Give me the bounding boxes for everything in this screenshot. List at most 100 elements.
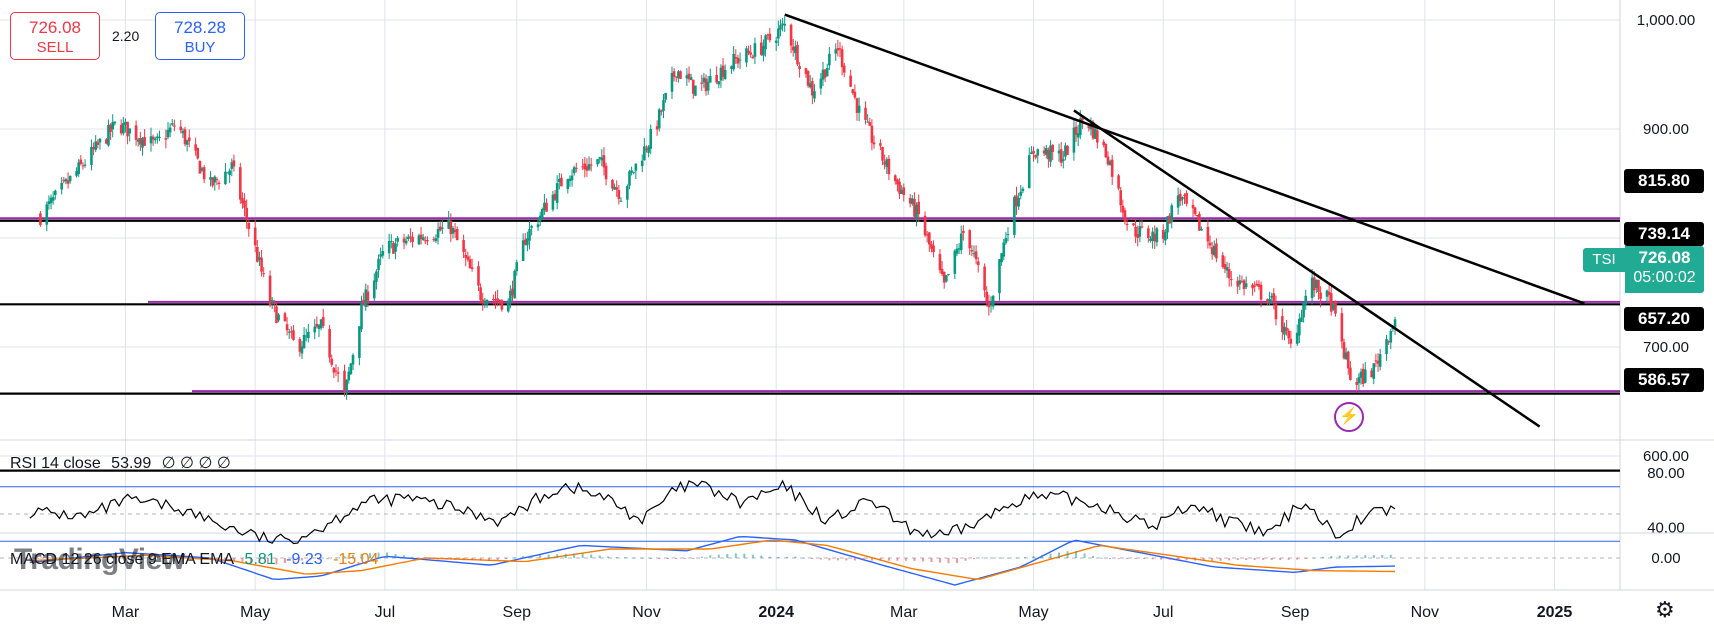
- candle-body: [253, 227, 257, 246]
- candle-body: [230, 162, 234, 169]
- macd-hist-bar: [802, 557, 805, 559]
- candle-body: [694, 85, 697, 96]
- candle-body: [1325, 290, 1329, 297]
- candle-body: [734, 57, 738, 59]
- macd-hist-bar: [683, 558, 686, 560]
- macd-hist-bar: [709, 555, 712, 558]
- macd-hist-bar: [428, 558, 431, 560]
- candle-body: [974, 251, 978, 260]
- macd-hist-bar: [335, 557, 337, 559]
- candle-body: [976, 261, 980, 266]
- candle-body: [362, 299, 365, 306]
- candle-body: [557, 178, 561, 183]
- candle-body: [851, 89, 855, 94]
- buy-price: 728.28: [174, 18, 226, 37]
- macd-legend[interactable]: MACD 12 26 close 9 EMA EMA 5.81 -9.23 -1…: [10, 551, 384, 569]
- buy-button[interactable]: 728.28 BUY: [155, 12, 245, 60]
- macd-hist-bar: [71, 557, 74, 559]
- candle-body: [1096, 130, 1099, 143]
- candle-body: [838, 48, 842, 50]
- candle-body: [270, 300, 274, 304]
- macd-hist-bar: [998, 557, 1001, 559]
- candle-body: [1081, 117, 1084, 121]
- macd-hist-bar: [547, 554, 550, 558]
- rsi-pane: [0, 479, 1620, 545]
- macd-hist-bar: [462, 558, 465, 561]
- candle-body: [1155, 228, 1159, 243]
- candle-body: [64, 179, 68, 182]
- candle-body: [392, 242, 395, 254]
- macd-hist-bar: [862, 558, 865, 561]
- candle-body: [307, 331, 310, 339]
- candle-body: [1181, 197, 1184, 200]
- macd-hist-bar: [726, 554, 729, 558]
- candle-body: [611, 179, 614, 189]
- candle-body: [568, 178, 572, 182]
- candle-body: [530, 226, 533, 228]
- macd-hist-bar: [879, 558, 882, 561]
- candle-body: [796, 44, 799, 65]
- price-tick-label: 600.00: [1643, 448, 1689, 465]
- candle-body: [553, 193, 557, 200]
- candle-body: [691, 79, 695, 94]
- candle-body: [645, 148, 648, 150]
- candle-body: [825, 67, 829, 77]
- candle-body: [1370, 370, 1373, 378]
- time-tick-label: 2024: [758, 604, 794, 621]
- candle-body: [585, 166, 589, 171]
- candle-body: [774, 40, 778, 43]
- candle-body: [649, 128, 653, 149]
- candle-body: [243, 200, 246, 208]
- lightning-icon[interactable]: ⚡: [1334, 402, 1364, 432]
- macd-hist-bar: [955, 558, 958, 563]
- candle-body: [643, 146, 646, 161]
- support-resistance-levels[interactable]: [0, 217, 1620, 472]
- candle-body: [528, 229, 531, 241]
- candle-body: [389, 241, 393, 243]
- macd-hist-bar: [828, 558, 831, 561]
- candle-body: [1344, 352, 1348, 360]
- candle-body: [915, 204, 918, 219]
- candle-body: [1042, 150, 1046, 154]
- candle-body: [290, 331, 293, 333]
- candle-body: [732, 53, 735, 70]
- candle-body: [1047, 149, 1050, 160]
- candle-body: [1027, 155, 1031, 189]
- macd-hist-bar: [921, 558, 924, 562]
- candle-body: [1257, 284, 1261, 287]
- trendlines[interactable]: [784, 13, 1585, 428]
- macd-hist-bar: [1347, 555, 1350, 558]
- macd-hist-bar: [1228, 558, 1231, 561]
- macd-hist-bar: [173, 557, 176, 559]
- candle-body: [1242, 280, 1246, 290]
- sell-button[interactable]: 726.08 SELL: [10, 12, 100, 60]
- macd-hist-bar: [692, 558, 695, 559]
- candle-body: [1032, 150, 1035, 154]
- candle-body: [402, 238, 406, 243]
- candle-body: [842, 65, 846, 73]
- sell-label: SELL: [36, 39, 74, 56]
- macd-hist-bar: [79, 557, 82, 559]
- rsi-legend[interactable]: RSI 14 close 53.99 ∅ ∅ ∅ ∅: [10, 453, 237, 473]
- candle-body: [496, 298, 499, 301]
- candle-body: [1310, 277, 1314, 299]
- macd-hist-bar: [785, 556, 788, 558]
- candle-body: [375, 271, 378, 282]
- macd-hist-bar: [479, 558, 482, 561]
- macd-hist-bar: [581, 553, 584, 558]
- macd-hist-bar: [615, 556, 618, 558]
- candle-body: [1274, 304, 1278, 320]
- macd-hist-bar: [1262, 558, 1265, 560]
- macd-hist-bar: [139, 556, 142, 558]
- macd-hist-bar: [1219, 558, 1222, 561]
- candle-body: [893, 175, 897, 182]
- candle-body: [438, 226, 442, 231]
- candle-body: [149, 136, 153, 144]
- macd-hist-bar: [768, 556, 771, 558]
- candle-body: [1079, 118, 1082, 136]
- candle-body: [962, 230, 965, 234]
- macd-hist-value: 5.81: [244, 551, 276, 568]
- settings-icon[interactable]: ⚙: [1655, 597, 1675, 622]
- macd-hist-bar: [164, 557, 167, 559]
